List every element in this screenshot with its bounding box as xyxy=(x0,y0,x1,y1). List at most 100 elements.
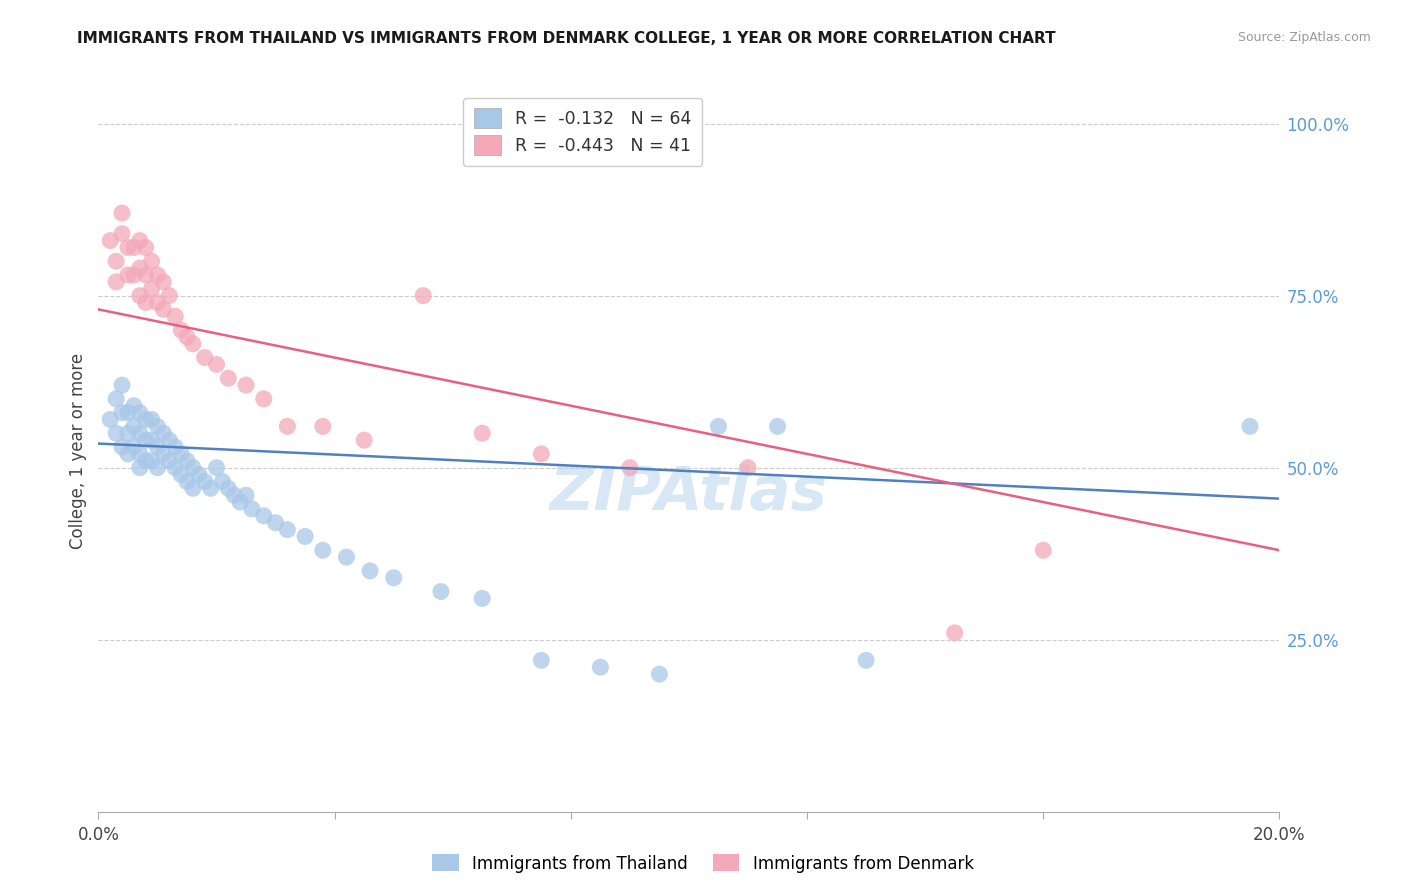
Legend: R =  -0.132   N = 64, R =  -0.443   N = 41: R = -0.132 N = 64, R = -0.443 N = 41 xyxy=(463,98,702,166)
Point xyxy=(135,268,157,282)
Point xyxy=(128,460,150,475)
Point xyxy=(165,460,187,475)
Point xyxy=(205,460,228,475)
Point xyxy=(707,419,730,434)
Point xyxy=(194,475,217,489)
Point xyxy=(353,433,375,447)
Point xyxy=(276,523,298,537)
Point xyxy=(253,392,276,406)
Point xyxy=(146,460,169,475)
Text: IMMIGRANTS FROM THAILAND VS IMMIGRANTS FROM DENMARK COLLEGE, 1 YEAR OR MORE CORR: IMMIGRANTS FROM THAILAND VS IMMIGRANTS F… xyxy=(77,31,1056,46)
Point xyxy=(235,488,257,502)
Point xyxy=(165,440,187,454)
Point xyxy=(141,412,163,426)
Point xyxy=(335,550,357,565)
Point xyxy=(141,433,163,447)
Point xyxy=(111,440,134,454)
Point xyxy=(211,475,233,489)
Point xyxy=(141,454,163,468)
Point xyxy=(412,288,434,302)
Point xyxy=(240,502,263,516)
Point xyxy=(176,454,198,468)
Point xyxy=(105,426,128,441)
Point xyxy=(122,268,145,282)
Point xyxy=(128,426,150,441)
Legend: Immigrants from Thailand, Immigrants from Denmark: Immigrants from Thailand, Immigrants fro… xyxy=(426,847,980,880)
Point xyxy=(117,406,139,420)
Point xyxy=(589,660,612,674)
Point xyxy=(122,399,145,413)
Point xyxy=(117,240,139,254)
Point xyxy=(135,454,157,468)
Point xyxy=(430,584,453,599)
Point xyxy=(170,323,193,337)
Point xyxy=(294,529,316,543)
Point xyxy=(157,454,180,468)
Point xyxy=(648,667,671,681)
Point xyxy=(766,419,789,434)
Point xyxy=(235,378,257,392)
Point xyxy=(187,467,209,482)
Point xyxy=(194,351,217,365)
Point xyxy=(530,447,553,461)
Point xyxy=(146,440,169,454)
Point xyxy=(111,227,134,241)
Point xyxy=(471,426,494,441)
Text: Source: ZipAtlas.com: Source: ZipAtlas.com xyxy=(1237,31,1371,45)
Point xyxy=(105,275,128,289)
Point xyxy=(105,254,128,268)
Point xyxy=(152,302,174,317)
Point xyxy=(111,206,134,220)
Point xyxy=(181,336,204,351)
Point xyxy=(205,358,228,372)
Point xyxy=(117,426,139,441)
Point xyxy=(122,240,145,254)
Point xyxy=(135,412,157,426)
Point xyxy=(943,625,966,640)
Point xyxy=(122,440,145,454)
Point xyxy=(382,571,405,585)
Point xyxy=(170,467,193,482)
Point xyxy=(146,268,169,282)
Point xyxy=(128,447,150,461)
Point xyxy=(855,653,877,667)
Point xyxy=(135,433,157,447)
Point xyxy=(146,419,169,434)
Point xyxy=(128,406,150,420)
Point xyxy=(105,392,128,406)
Point xyxy=(152,447,174,461)
Point xyxy=(737,460,759,475)
Point xyxy=(224,488,246,502)
Point xyxy=(157,288,180,302)
Text: ZIPAtlas: ZIPAtlas xyxy=(550,465,828,524)
Point xyxy=(176,330,198,344)
Y-axis label: College, 1 year or more: College, 1 year or more xyxy=(69,352,87,549)
Point xyxy=(276,419,298,434)
Point xyxy=(111,406,134,420)
Point xyxy=(135,240,157,254)
Point xyxy=(135,295,157,310)
Point xyxy=(128,234,150,248)
Point xyxy=(152,426,174,441)
Point xyxy=(359,564,381,578)
Point xyxy=(117,447,139,461)
Point xyxy=(181,481,204,495)
Point xyxy=(217,371,239,385)
Point xyxy=(176,475,198,489)
Point xyxy=(165,310,187,324)
Point xyxy=(117,268,139,282)
Point xyxy=(111,378,134,392)
Point xyxy=(141,282,163,296)
Point xyxy=(98,234,121,248)
Point xyxy=(217,481,239,495)
Point xyxy=(181,460,204,475)
Point xyxy=(619,460,641,475)
Point xyxy=(157,433,180,447)
Point xyxy=(312,543,335,558)
Point xyxy=(152,275,174,289)
Point xyxy=(128,288,150,302)
Point xyxy=(229,495,252,509)
Point xyxy=(1032,543,1054,558)
Point xyxy=(128,261,150,276)
Point xyxy=(170,447,193,461)
